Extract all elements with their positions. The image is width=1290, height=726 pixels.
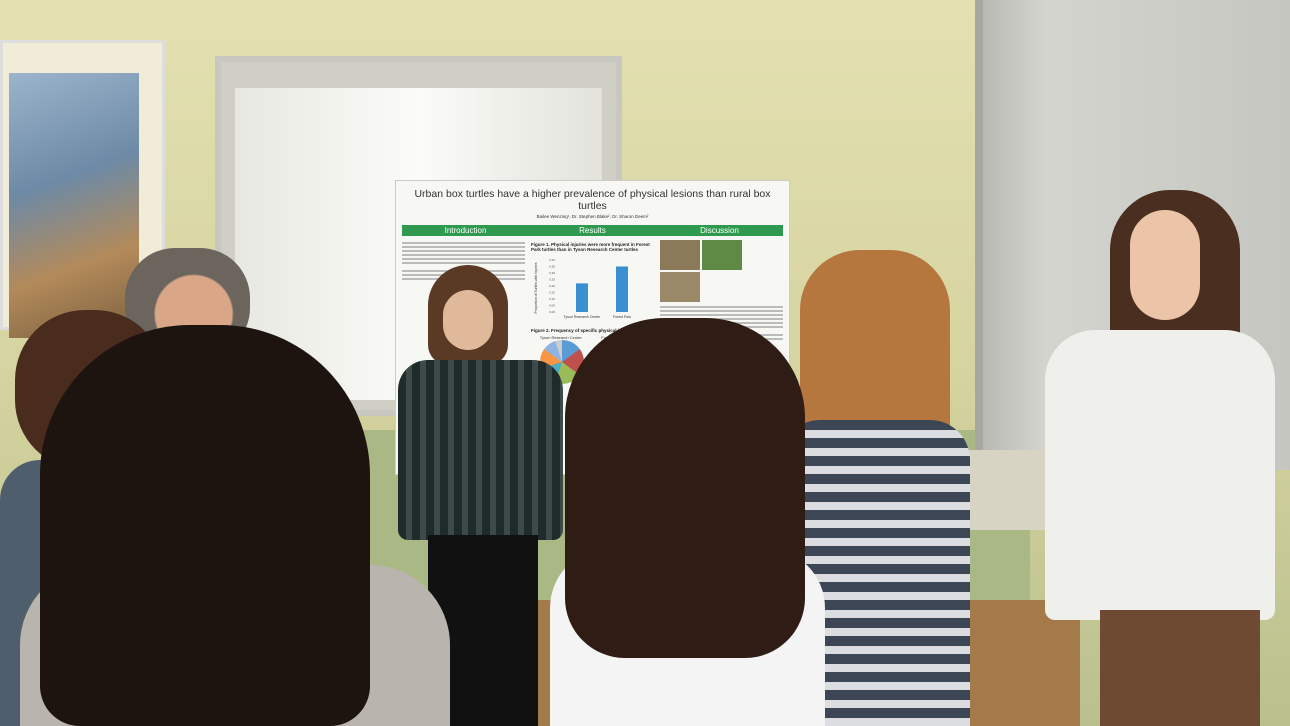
section-results: Results [579,226,606,235]
x-tick-label: Forest Park [613,315,631,319]
turtle-photo [660,272,700,302]
turtle-photo [660,240,700,270]
y-tick-label: 0.35 [549,265,555,269]
y-tick-label: 0.05 [549,304,555,308]
figure1-bar-chart: Proportion of Turtles with Injuries 0.40 0… [534,258,631,319]
pie-title-tyson: Tyson Research Center [539,335,582,340]
y-tick-label: 0.20 [549,284,555,288]
y-tick-label: 0.40 [549,258,555,262]
figure1-caption: Figure 1. Physical injuries were more fr… [531,242,650,252]
poster-authors: Bailee Wenzing¹, Dr. Stephen Blake², Dr.… [536,214,649,219]
woman-white-sweater [1045,190,1290,726]
y-tick-label: 0.10 [549,297,555,301]
poster-title: Urban box turtles have a higher prevalen… [414,188,771,212]
section-introduction: Introduction [444,226,487,235]
field-photo [702,240,742,270]
x-tick-label: Tyson Research Center [564,315,602,319]
woman-long-dark-hair-foreground [20,325,450,726]
y-axis-label: Proportion of Turtles with Injuries [534,262,538,313]
y-tick-label: 0.00 [549,310,555,314]
y-tick-label: 0.25 [549,278,555,282]
bar [576,283,588,312]
woman-white-top-foreground [525,318,825,726]
bar [616,266,628,312]
section-discussion: Discussion [700,226,739,235]
figure2-caption: Figure 2. Frequency of specific physical… [531,328,634,333]
y-tick-label: 0.30 [549,271,555,275]
y-tick-label: 0.15 [549,291,555,295]
